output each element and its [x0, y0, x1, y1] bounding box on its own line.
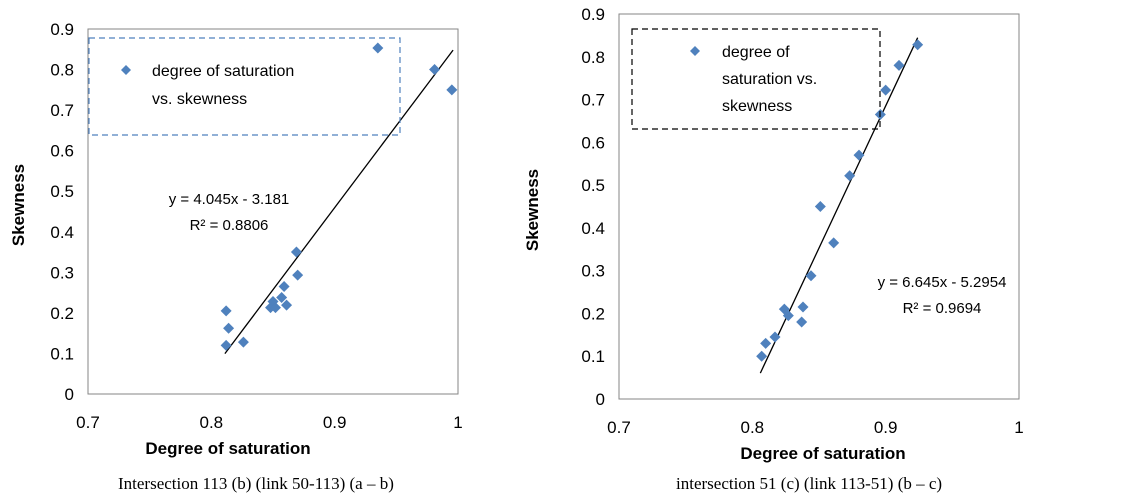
x-tick-label: 1	[453, 413, 462, 432]
data-point	[912, 39, 924, 51]
legend-marker-icon	[121, 65, 131, 75]
x-tick-labels: 0.7 0.8 0.9 1	[76, 413, 463, 432]
trendline	[224, 49, 454, 355]
x-tick-label: 0.7	[76, 413, 100, 432]
x-tick-labels: 0.7 0.8 0.9 1	[607, 418, 1024, 437]
y-axis-title: Skewness	[523, 169, 542, 251]
y-tick-label: 0.1	[581, 347, 605, 366]
plot-area-frame	[87, 28, 459, 395]
data-point	[814, 201, 826, 212]
x-tick-label: 0.7	[607, 418, 631, 437]
scatter-chart-intersection-51: 00.10.20.30.40.50.60.70.80.9 0.7 0.8 0.9 1 …	[523, 5, 1024, 493]
legend-label-line-3: skewness	[722, 98, 792, 115]
data-point	[292, 269, 304, 281]
data-point	[844, 170, 856, 182]
legend-label-line-1: degree of	[722, 44, 790, 61]
y-tick-label: 0.9	[50, 20, 74, 39]
data-point	[756, 350, 768, 362]
x-tick-label: 0.8	[741, 418, 765, 437]
data-point	[223, 322, 235, 334]
x-tick-label: 0.9	[323, 413, 347, 432]
data-point	[237, 336, 249, 348]
x-axis-title: Degree of saturation	[145, 439, 310, 458]
data-point	[797, 301, 809, 313]
data-point	[893, 59, 905, 71]
data-point	[276, 291, 288, 303]
y-tick-label: 0.2	[581, 304, 605, 323]
y-tick-label: 0.8	[581, 48, 605, 67]
y-tick-label: 0.5	[581, 176, 605, 195]
legend-marker-icon	[690, 46, 700, 56]
y-tick-label: 0.5	[50, 182, 74, 201]
data-point	[429, 64, 441, 76]
y-tick-label: 0	[596, 390, 605, 409]
legend-label-line-2: vs. skewness	[152, 91, 247, 108]
legend-box	[88, 37, 401, 136]
data-point	[769, 331, 781, 343]
legend: degree of saturation vs. skewness	[631, 28, 881, 130]
legend: degree of saturation vs. skewness	[88, 37, 401, 136]
data-point	[805, 270, 817, 282]
data-point	[269, 302, 281, 314]
scatter-chart-intersection-113: 00.10.20.30.40.50.60.70.80.9 0.7 0.8 0.9 1 …	[9, 20, 463, 493]
y-tick-label: 0.3	[581, 262, 605, 281]
x-tick-label: 0.9	[874, 418, 898, 437]
y-tick-label: 0.6	[581, 133, 605, 152]
y-axis-title: Skewness	[9, 164, 28, 246]
data-point	[446, 84, 458, 96]
data-point	[796, 316, 808, 328]
data-point	[880, 84, 892, 96]
data-point	[372, 42, 384, 54]
data-points	[756, 39, 924, 362]
data-point	[782, 310, 794, 322]
chart-caption: intersection 51 (c) (link 113-51) (b – c…	[676, 474, 942, 493]
data-points	[220, 42, 458, 351]
legend-label-line-1: degree of saturation	[152, 63, 294, 80]
data-point	[278, 281, 290, 293]
y-tick-label: 0.4	[50, 223, 74, 242]
legend-box	[631, 28, 881, 130]
data-point	[853, 149, 865, 161]
y-tick-label: 0.2	[50, 304, 74, 323]
y-tick-label: 0.8	[50, 61, 74, 80]
r-squared-label: R² = 0.9694	[903, 300, 982, 317]
y-tick-label: 0.6	[50, 142, 74, 161]
y-tick-labels: 0 0.1 0.2 0.3 0.4 0.5 0.6 0.7 0.8 0.9	[50, 20, 74, 404]
x-tick-label: 0.8	[200, 413, 224, 432]
data-point	[828, 237, 840, 249]
chart-caption: Intersection 113 (b) (link 50-113) (a – …	[118, 474, 394, 493]
r-squared-label: R² = 0.8806	[190, 217, 269, 234]
data-point	[760, 337, 772, 349]
x-tick-label: 1	[1014, 418, 1023, 437]
y-tick-label: 0.7	[581, 91, 605, 110]
data-point	[290, 246, 302, 258]
trendline-equation: y = 4.045x - 3.181	[169, 191, 290, 208]
y-tick-label: 0.9	[581, 5, 605, 24]
y-tick-label: 0.3	[50, 263, 74, 282]
y-tick-label: 0.1	[50, 344, 74, 363]
x-axis-title: Degree of saturation	[740, 444, 905, 463]
y-tick-labels: 0 0.1 0.2 0.3 0.4 0.5 0.6 0.7 0.8 0.9	[581, 5, 605, 409]
y-tick-label: 0	[65, 385, 74, 404]
y-tick-label: 0.7	[50, 101, 74, 120]
trendline-equation: y = 6.645x - 5.2954	[878, 274, 1007, 291]
data-point	[220, 305, 232, 317]
legend-label-line-2: saturation vs.	[722, 71, 817, 88]
data-point	[220, 339, 232, 351]
data-point	[281, 299, 293, 311]
y-tick-label: 0.4	[581, 219, 605, 238]
